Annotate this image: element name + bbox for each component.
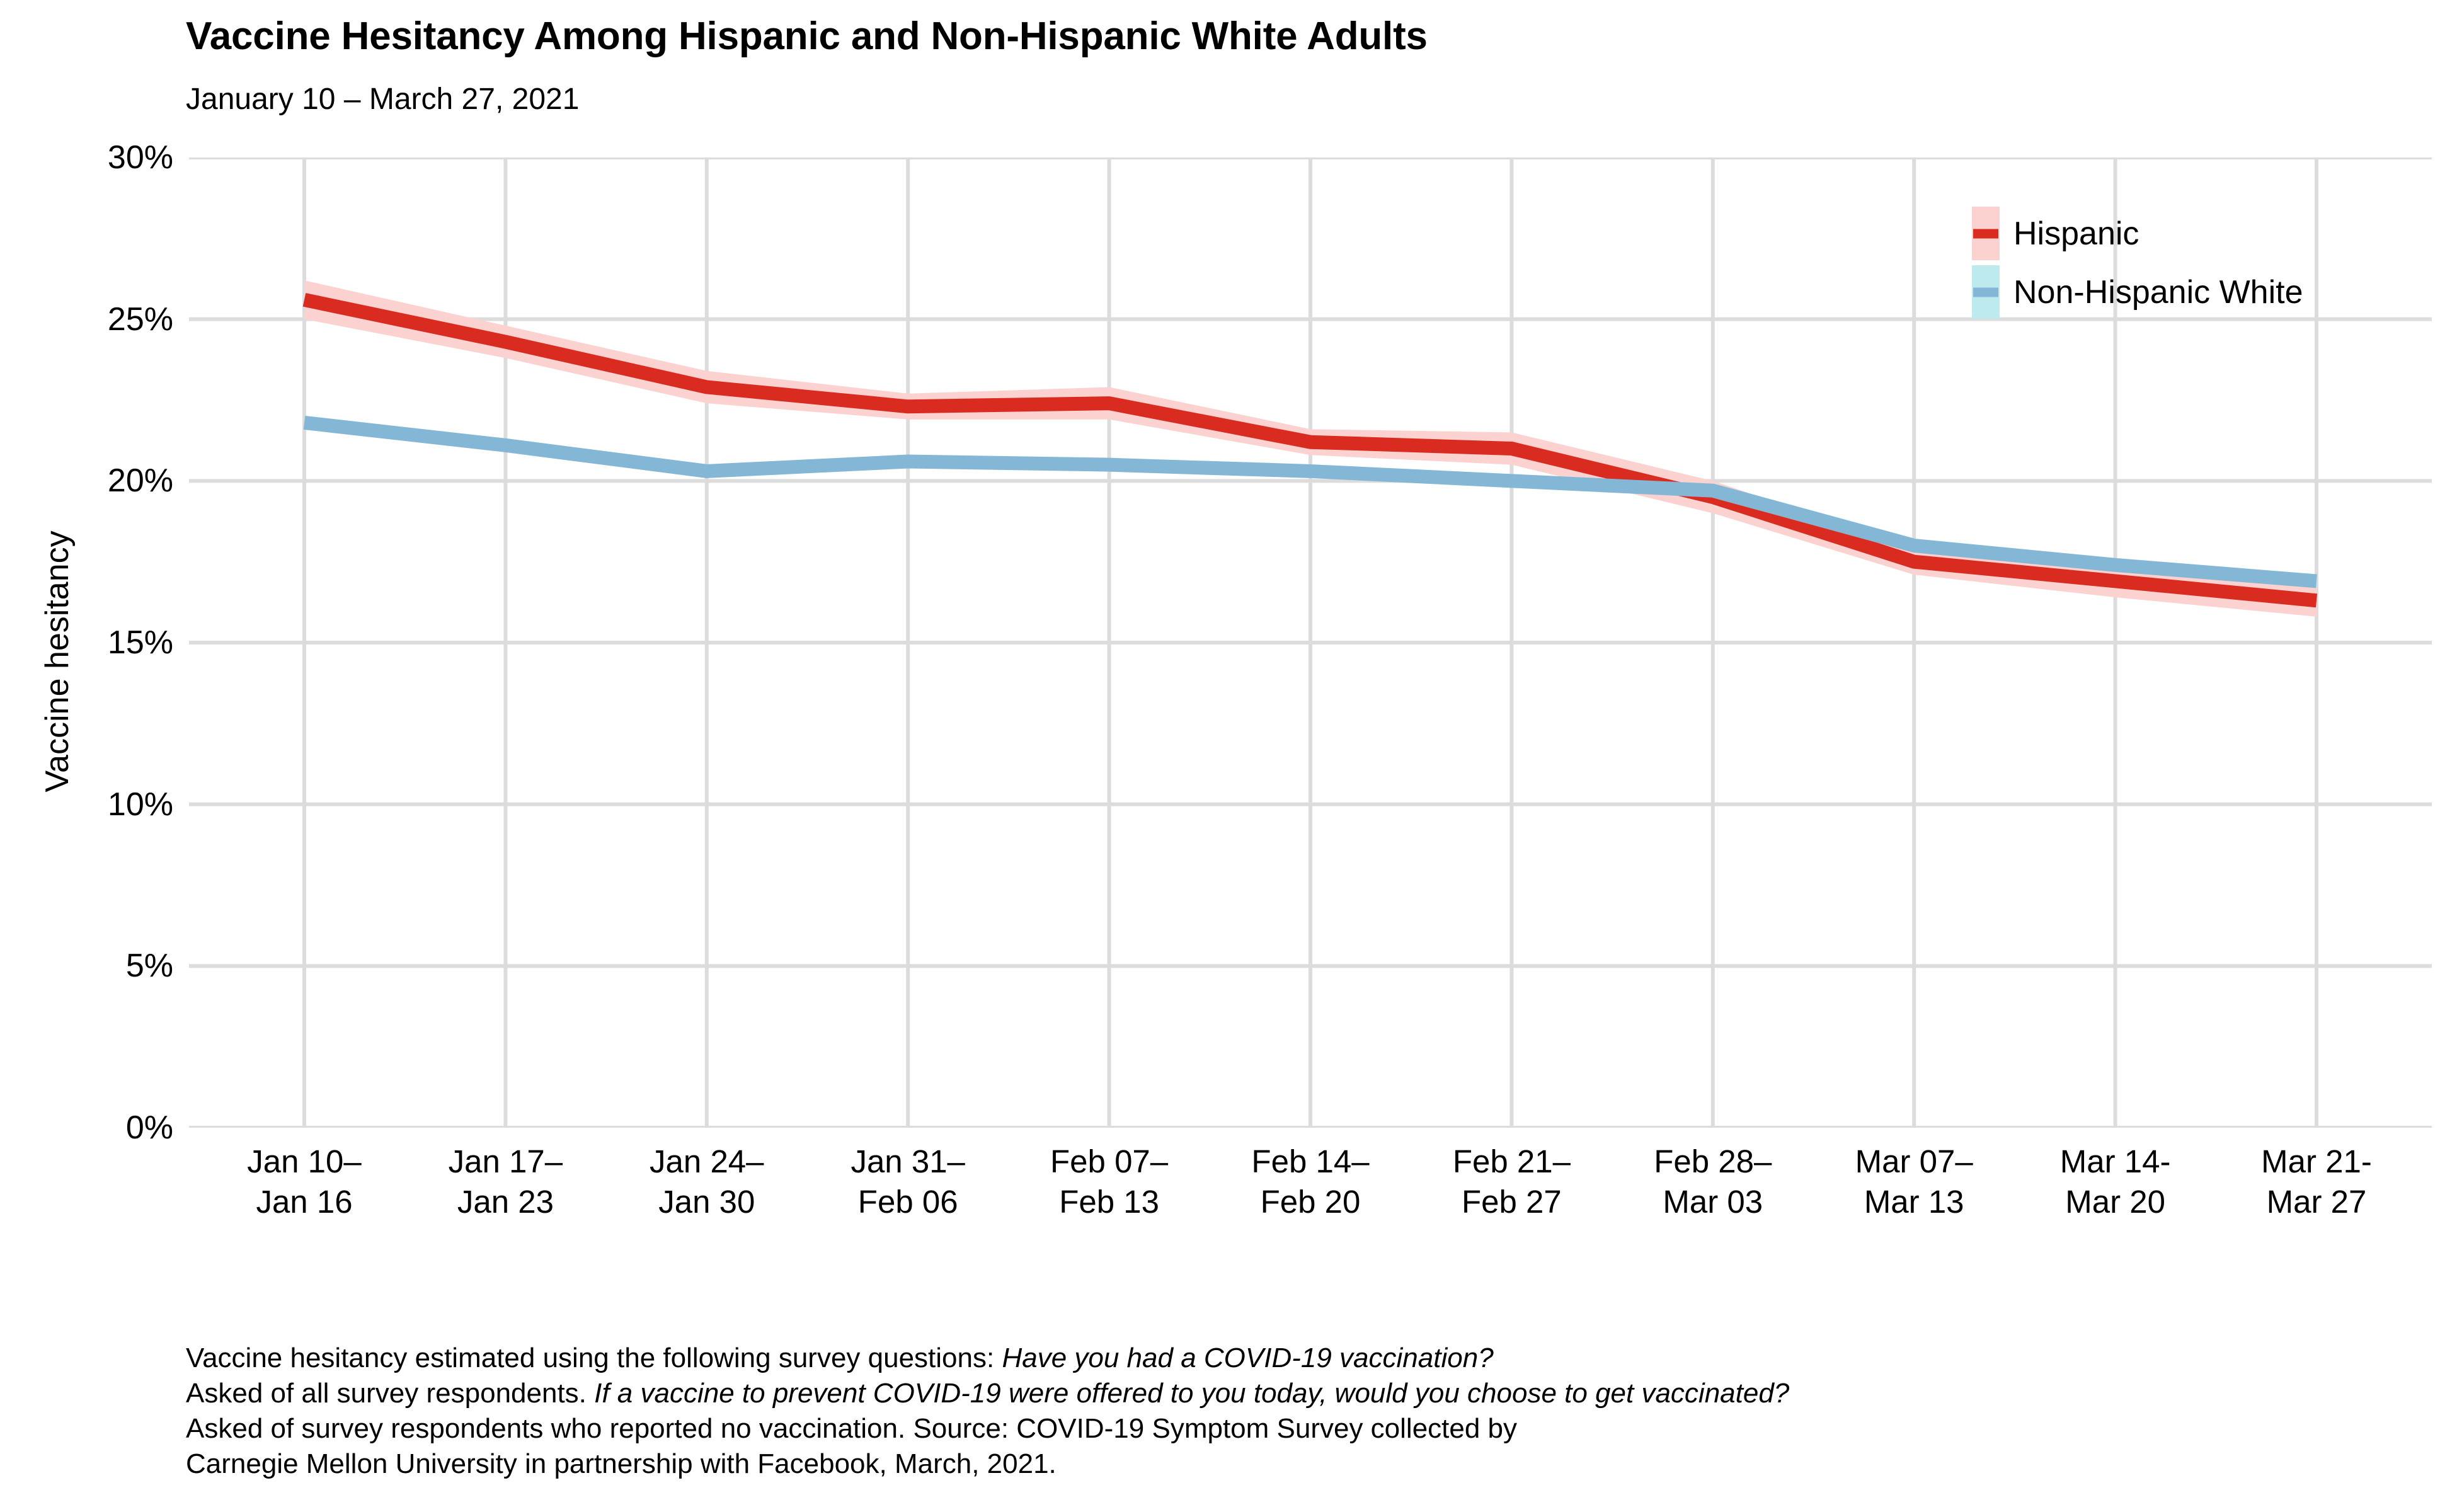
line-chart-svg — [189, 158, 2432, 1128]
caption-line-2-plain: Asked of all survey respondents. — [186, 1378, 595, 1409]
y-tick-label: 30% — [107, 139, 173, 176]
x-tick-label-line-1: Jan 10– — [247, 1143, 362, 1179]
x-tick-label-line-1: Feb 21– — [1452, 1143, 1571, 1179]
x-tick-label: Jan 17– Jan 23 — [449, 1142, 563, 1222]
x-tick-label-line-1: Feb 28– — [1654, 1143, 1772, 1179]
x-tick-label-line-2: Jan 30 — [658, 1184, 755, 1220]
x-tick-label-line-1: Mar 21- — [2261, 1143, 2372, 1179]
legend-label-non-hispanic-white: Non-Hispanic White — [2013, 273, 2303, 311]
x-tick-label-line-2: Feb 20 — [1260, 1184, 1361, 1220]
x-tick-label: Mar 14- Mar 20 — [2060, 1142, 2171, 1222]
legend-line-non-hispanic-white — [1973, 287, 1998, 297]
x-tick-label-line-1: Mar 14- — [2059, 1143, 2171, 1179]
legend-swatch-non-hispanic-white — [1972, 265, 2000, 319]
series-line-hispanic — [302, 293, 2318, 608]
x-tick-label-line-2: Jan 23 — [457, 1184, 554, 1220]
x-tick-label: Jan 24– Jan 30 — [650, 1142, 764, 1222]
x-tick-label: Feb 14– Feb 20 — [1251, 1142, 1369, 1222]
x-tick-label-line-2: Mar 13 — [1864, 1184, 1964, 1220]
y-tick-label: 25% — [107, 301, 173, 338]
x-axis-tick-labels: Jan 10– Jan 16 Jan 17– Jan 23 Jan 24– Jan 30 J… — [189, 1142, 2432, 1249]
page-title: Vaccine Hesitancy Among Hispanic and Non… — [186, 14, 1428, 58]
y-tick-label: 5% — [125, 948, 173, 985]
x-tick-label-line-1: Feb 07– — [1050, 1143, 1169, 1179]
chart-caption: Vaccine hesitancy estimated using the fo… — [186, 1341, 1789, 1482]
x-tick-label-line-2: Mar 27 — [2266, 1184, 2367, 1220]
caption-line-1-plain: Vaccine hesitancy estimated using the fo… — [186, 1343, 1002, 1373]
x-tick-label-line-1: Jan 17– — [448, 1143, 563, 1179]
y-axis-tick-labels: 0% 5% 10% 15% 20% 25% 30% — [38, 139, 173, 1146]
series-line-non-hispanic-white — [303, 416, 2317, 588]
caption-line-1-italic: Have you had a COVID-19 vaccination? — [1002, 1343, 1494, 1373]
x-tick-label: Feb 07– Feb 13 — [1050, 1142, 1168, 1222]
x-tick-label: Mar 21- Mar 27 — [2261, 1142, 2372, 1222]
x-tick-label-line-1: Mar 07– — [1855, 1143, 1973, 1179]
x-tick-label: Mar 07– Mar 13 — [1855, 1142, 1973, 1222]
x-tick-label: Jan 10– Jan 16 — [247, 1142, 362, 1222]
y-tick-label: 10% — [107, 786, 173, 823]
legend-line-hispanic — [1973, 229, 1998, 238]
caption-line-3: Asked of survey respondents who reported… — [186, 1413, 1518, 1444]
x-tick-label: Jan 31– Feb 06 — [850, 1142, 965, 1222]
series-lines — [302, 293, 2318, 608]
legend-label-hispanic: Hispanic — [2013, 215, 2139, 252]
y-tick-label: 0% — [125, 1109, 173, 1146]
caption-line-2: Asked of all survey respondents. If a va… — [186, 1376, 1789, 1411]
caption-line-1: Vaccine hesitancy estimated using the fo… — [186, 1341, 1789, 1376]
x-tick-label-line-2: Jan 16 — [256, 1184, 353, 1220]
x-tick-label-line-2: Feb 27 — [1462, 1184, 1562, 1220]
x-tick-label-line-1: Jan 31– — [850, 1143, 965, 1179]
legend-swatch-hispanic — [1972, 207, 2000, 260]
x-tick-label-line-1: Feb 14– — [1251, 1143, 1370, 1179]
caption-line-4: Carnegie Mellon University in partnershi… — [186, 1448, 1057, 1479]
x-tick-label: Feb 21– Feb 27 — [1453, 1142, 1571, 1222]
x-tick-label-line-2: Feb 06 — [857, 1184, 958, 1220]
y-tick-label: 15% — [107, 624, 173, 661]
legend-item-non-hispanic-white[interactable]: Non-Hispanic White — [1972, 265, 2303, 319]
x-tick-label-line-2: Mar 20 — [2065, 1184, 2165, 1220]
x-tick-label-line-2: Mar 03 — [1663, 1184, 1763, 1220]
chart-legend: Hispanic Non-Hispanic White — [1972, 207, 2303, 319]
legend-item-hispanic[interactable]: Hispanic — [1972, 207, 2303, 260]
chart-subtitle: January 10 – March 27, 2021 — [186, 83, 580, 116]
x-tick-label: Feb 28– Mar 03 — [1654, 1142, 1772, 1222]
plot-area — [189, 158, 2432, 1128]
x-tick-label-line-2: Feb 13 — [1059, 1184, 1159, 1220]
y-tick-label: 20% — [107, 462, 173, 500]
x-tick-label-line-1: Jan 24– — [650, 1143, 764, 1179]
caption-line-2-italic: If a vaccine to prevent COVID-19 were of… — [594, 1378, 1790, 1409]
